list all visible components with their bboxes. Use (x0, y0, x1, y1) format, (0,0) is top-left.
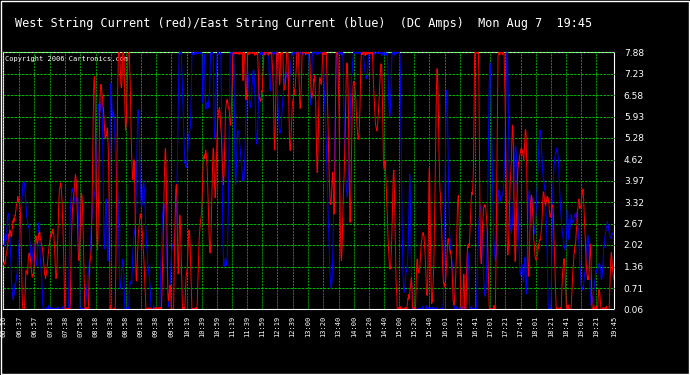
Text: Copyright 2006 Cartronics.com: Copyright 2006 Cartronics.com (5, 56, 128, 62)
Text: West String Current (red)/East String Current (blue)  (DC Amps)  Mon Aug 7  19:4: West String Current (red)/East String Cu… (15, 17, 592, 30)
